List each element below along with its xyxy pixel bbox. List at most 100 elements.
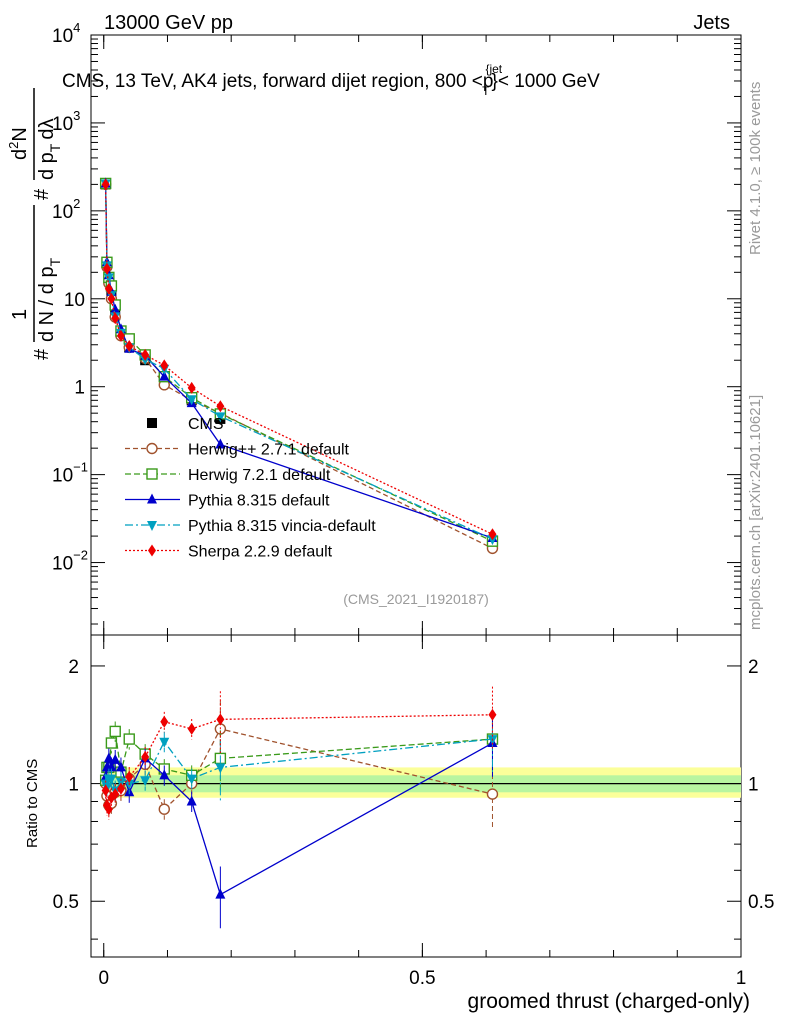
ratio-series-group: [99, 686, 499, 929]
y-tick-label: 10−2: [52, 548, 88, 575]
svg-text:d N / d pT: d N / d pT: [36, 257, 63, 342]
ratio-tick-label-right: 2: [748, 657, 759, 678]
ratio-point: [115, 761, 126, 772]
ylabel-hash: #: [31, 348, 53, 360]
ylabel-n: N: [9, 127, 31, 141]
y-tick-label: 10: [64, 290, 85, 311]
rivet-label: Rivet 4.1.0, ≥ 100k events: [747, 82, 764, 255]
series-point: [215, 412, 226, 423]
ratio-point: [488, 708, 497, 721]
svg-text:#: #: [31, 188, 53, 200]
legend-marker: [146, 468, 158, 480]
series-point: [160, 359, 169, 372]
ratio-point: [160, 715, 169, 728]
x-tick-label: 1: [736, 968, 747, 989]
ratio-tick-label-right: 0.5: [748, 892, 774, 913]
legend-marker: [146, 442, 158, 455]
ratio-point: [141, 750, 150, 763]
series-point: [116, 329, 125, 342]
ylabel-t1: T: [47, 257, 63, 266]
series-point: [141, 348, 150, 361]
series-point: [215, 438, 226, 449]
x-tick-label: 0.5: [409, 968, 435, 989]
series-point: [101, 178, 110, 191]
mcplots-label: mcplots.cern.ch [arXiv:2401.10621]: [747, 395, 764, 630]
ratio-point: [111, 788, 120, 801]
legend-entry: Herwig 7.2.1 default: [188, 467, 331, 484]
series-point: [187, 381, 196, 394]
y-tick-label: 102: [52, 196, 80, 223]
svg-text:1: 1: [9, 309, 31, 320]
legend: CMS Herwig++ 2.7.1 default Herwig 7.2.1 de…: [125, 416, 376, 561]
ratio-point: [104, 803, 113, 816]
series-point: [103, 273, 114, 284]
y-tick-label: 103: [52, 108, 80, 135]
ratio-series-line: [105, 714, 493, 812]
legend-entry: Pythia 8.315 default: [188, 493, 330, 510]
ratio-tick-label-left: 0.5: [53, 892, 79, 913]
ratio-point: [105, 737, 118, 749]
ratio-point: [125, 770, 134, 783]
svg-text:d pTdλ: d pTdλ: [36, 119, 63, 181]
y-tick-label: 1: [74, 378, 85, 399]
series-point: [216, 400, 225, 413]
jets-label: Jets: [693, 12, 730, 34]
series-point: [102, 262, 111, 275]
ratio-point: [215, 888, 226, 899]
x-tick-label: 0: [98, 968, 109, 989]
legend-marker-cms: [147, 418, 157, 428]
ratio-point: [158, 803, 170, 815]
y-tick-label: 104: [52, 20, 80, 47]
svg-text:d2N: d2N: [6, 127, 31, 160]
legend-entry: Sherpa 2.2.9 default: [188, 544, 333, 561]
legend-entry: Pythia 8.315 vincia-default: [188, 518, 376, 535]
series-point: [186, 395, 197, 406]
main-series-group: [99, 177, 499, 555]
legend-marker: [148, 544, 156, 557]
ratio-point: [116, 782, 125, 795]
svg-text:#: #: [31, 348, 53, 360]
ratio-point: [216, 713, 225, 726]
ylabel-t2: T: [47, 143, 63, 152]
ratio-point: [486, 788, 499, 800]
series-point: [111, 312, 120, 325]
ratio-point: [159, 737, 170, 748]
legend-entry: Herwig++ 2.7.1 default: [188, 442, 350, 459]
ratio-point: [110, 753, 121, 764]
plot-subtitle: CMS, 13 TeV, AK4 jets, forward dijet reg…: [62, 62, 600, 98]
ratio-tick-label-right: 1: [748, 775, 759, 796]
ratio-tick-label-left: 1: [68, 775, 79, 796]
series-point: [107, 292, 116, 305]
ylabel-hash2: #: [31, 188, 53, 200]
axis-ticks: 0 0.5 1 10−2 10−1 1 10 102 103 104 0.5 0.5 1 1 2 2: [52, 20, 774, 989]
ylabel-one: 1: [9, 309, 31, 320]
series-point: [488, 528, 497, 541]
ratio-point: [159, 769, 170, 780]
ratio-point: [215, 763, 226, 774]
analysis-id: (CMS_2021_I1920187): [343, 591, 489, 607]
legend-marker: [147, 493, 157, 504]
ratio-point: [101, 784, 110, 797]
ratio-point: [123, 733, 135, 745]
ratio-point: [109, 725, 121, 738]
ratio-point: [106, 774, 117, 785]
ylabel-dp: d p: [36, 152, 58, 180]
ylabel-d: d: [9, 149, 31, 160]
series-point: [110, 303, 121, 314]
ratio-point: [186, 774, 197, 785]
y-axis-label: # 1 d N / d pT # d2N d pTdλ: [6, 88, 63, 360]
ratio-point: [140, 776, 151, 787]
ylabel-dn: d N / d p: [36, 266, 58, 342]
series-point: [159, 370, 170, 381]
ylabel-2: 2: [6, 142, 21, 149]
series-point: [125, 340, 134, 353]
ratio-y-label: Ratio to CMS: [24, 759, 41, 848]
legend-marker: [147, 521, 157, 531]
ratio-point: [187, 722, 196, 735]
series-point: [104, 282, 113, 295]
x-axis-label: groomed thrust (charged-only): [468, 990, 750, 1013]
y-tick-label: 10−1: [52, 460, 88, 487]
ratio-point: [186, 795, 197, 806]
legend-entry: CMS: [188, 416, 224, 433]
